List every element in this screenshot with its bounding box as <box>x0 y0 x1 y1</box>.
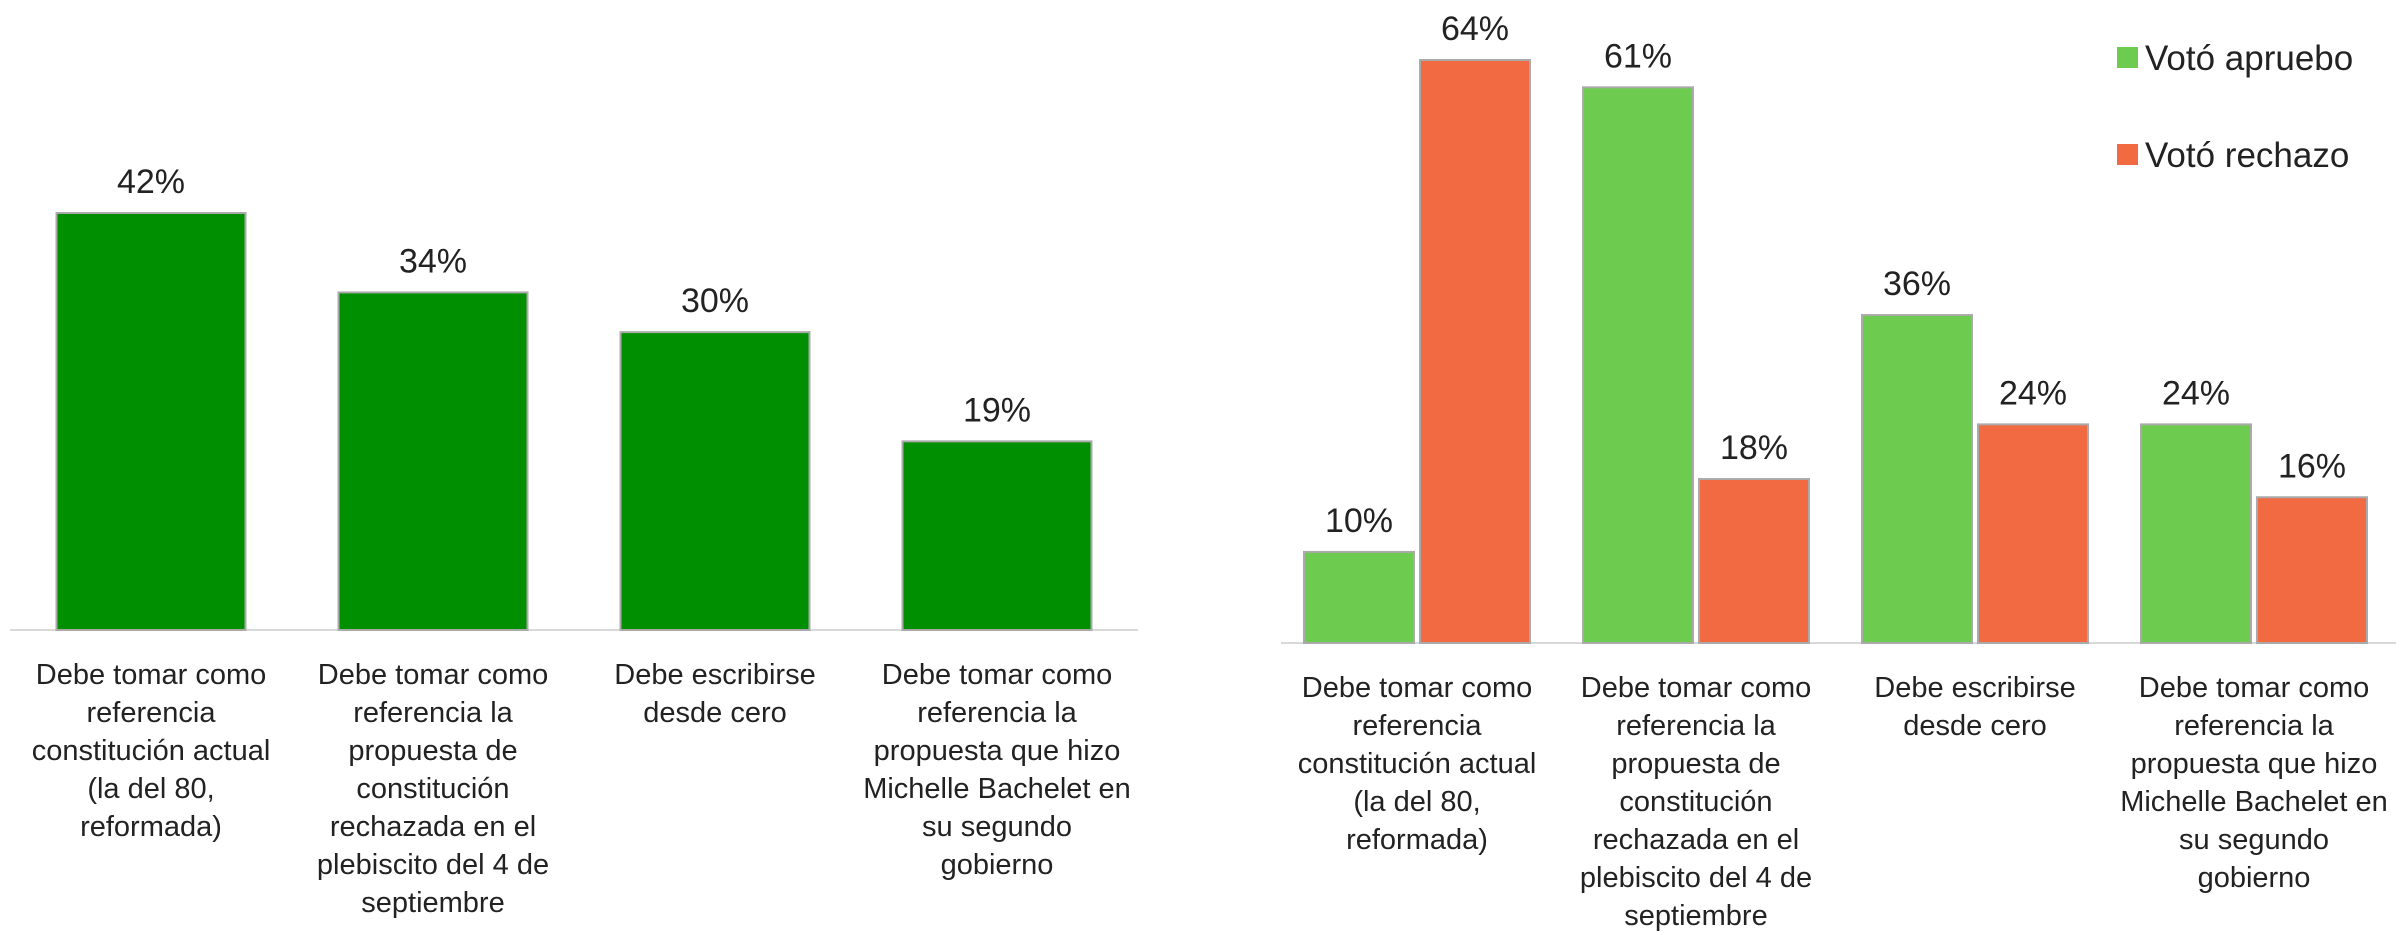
value-label: 30% <box>681 282 749 320</box>
bar <box>619 331 811 631</box>
bar <box>1303 550 1415 644</box>
value-label: 36% <box>1883 265 1951 303</box>
bar <box>1698 478 1810 644</box>
bar <box>2256 496 2368 644</box>
bar <box>1582 86 1694 644</box>
value-label: 61% <box>1604 37 1672 75</box>
x-tick-label: Debe escribirse desde cero <box>1874 672 2076 742</box>
x-tick-label: Debe tomar como referencia constitución … <box>31 659 271 843</box>
bar <box>2140 423 2252 644</box>
bar <box>1861 314 1973 644</box>
value-label: 34% <box>399 242 467 280</box>
x-tick-label: Debe tomar como referencia la propuesta … <box>316 659 550 919</box>
bar <box>1977 423 2089 644</box>
bar <box>337 291 529 631</box>
legend-swatch <box>2117 47 2138 68</box>
value-label: 24% <box>2162 374 2230 412</box>
x-tick-label: Debe tomar como referencia constitución … <box>1297 672 1537 856</box>
value-label: 64% <box>1441 10 1509 48</box>
legend-swatch <box>2117 144 2138 165</box>
value-label: 10% <box>1325 502 1393 540</box>
x-tick-label: Debe tomar como referencia la propuesta … <box>1579 672 1813 932</box>
bar <box>901 440 1093 631</box>
bar <box>1419 59 1531 644</box>
x-tick-label: Debe tomar como referencia la propuesta … <box>2120 672 2388 894</box>
x-tick-label: Debe escribirse desde cero <box>614 659 816 729</box>
bar <box>55 212 247 631</box>
legend-label: Votó apruebo <box>2145 39 2353 78</box>
value-label: 19% <box>963 391 1031 429</box>
value-label: 16% <box>2278 447 2346 485</box>
legend-label: Votó rechazo <box>2145 136 2349 175</box>
value-label: 42% <box>117 163 185 201</box>
x-tick-label: Debe tomar como referencia la propuesta … <box>863 659 1131 881</box>
value-label: 18% <box>1720 429 1788 467</box>
value-label: 24% <box>1999 374 2067 412</box>
